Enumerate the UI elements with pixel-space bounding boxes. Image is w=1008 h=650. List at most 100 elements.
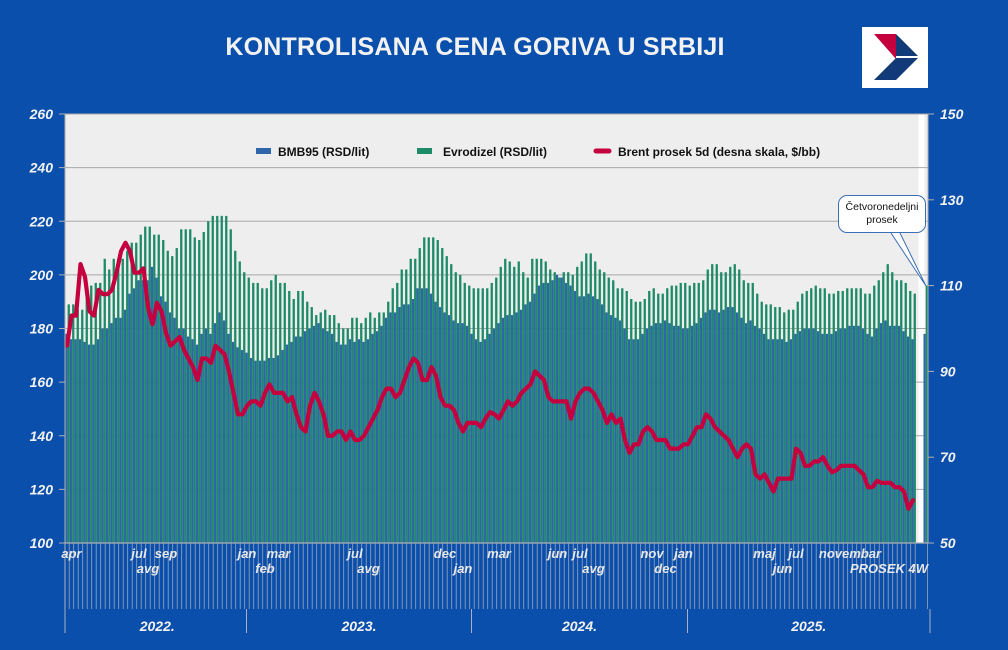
bmb95-bar — [695, 323, 698, 543]
diesel-bar — [661, 293, 664, 543]
diesel-bar — [580, 261, 583, 543]
diesel-bar — [135, 242, 138, 543]
bmb95-bar — [677, 325, 680, 543]
diesel-bar — [184, 229, 187, 543]
diesel-bar — [670, 285, 673, 543]
bmb95-bar — [605, 312, 608, 543]
diesel-bar — [868, 293, 871, 543]
bmb95-bar — [897, 325, 901, 543]
legend-diesel-label: Evrodizel (RSD/lit) — [443, 145, 547, 159]
diesel-bar — [400, 269, 403, 543]
bmb95-bar — [416, 288, 419, 543]
diesel-bar — [274, 274, 277, 543]
bmb95-bar — [218, 312, 221, 543]
bmb95-bar — [681, 328, 685, 543]
bmb95-bar — [321, 328, 325, 543]
diesel-bar — [562, 272, 565, 543]
diesel-bar — [423, 237, 426, 543]
bmb95-bar — [83, 341, 86, 543]
bmb95-bar — [173, 317, 176, 543]
bmb95-bar — [263, 360, 266, 543]
left-axis-label: 120 — [30, 481, 54, 497]
bmb95-bar — [839, 328, 842, 543]
bmb95-bar — [87, 344, 91, 543]
diesel-bar — [477, 288, 480, 543]
diesel-bar — [711, 264, 714, 543]
logo-icon — [862, 27, 928, 88]
month-label: nov — [640, 546, 664, 561]
bmb95-bar — [528, 301, 532, 543]
bmb95-bar — [596, 299, 599, 543]
diesel-bar — [427, 237, 430, 543]
diesel-bar — [387, 301, 390, 543]
diesel-bar — [855, 288, 858, 543]
diesel-bar — [648, 290, 651, 543]
bmb95-bar — [722, 309, 725, 543]
bmb95-bar — [884, 320, 887, 543]
diesel-bar — [796, 301, 799, 543]
diesel-bar — [81, 309, 84, 543]
bmb95-bar — [290, 341, 293, 543]
diesel-bar — [724, 272, 727, 543]
diesel-bar — [792, 309, 795, 543]
bmb95-bar — [285, 344, 289, 543]
bmb95-bar — [164, 301, 167, 543]
month-label: apr — [61, 546, 82, 561]
diesel-bar — [612, 280, 615, 543]
logo-navy-upper — [896, 34, 918, 56]
bmb95-bar — [578, 296, 581, 543]
bmb95-bar — [465, 325, 469, 543]
diesel-bar — [877, 280, 880, 543]
month-label: avg — [357, 561, 379, 576]
left-axis-label: 180 — [30, 321, 54, 337]
year-label: 2024. — [561, 618, 597, 634]
bmb95-bar — [731, 307, 734, 543]
diesel-bar — [454, 272, 457, 543]
diesel-bar — [94, 282, 97, 543]
month-label: mar — [487, 546, 512, 561]
diesel-bar — [319, 312, 322, 543]
bmb95-bar — [816, 331, 820, 543]
bmb95-bar — [294, 336, 298, 543]
diesel-bar — [886, 264, 889, 543]
bmb95-bar — [209, 333, 212, 543]
bmb95-bar — [879, 323, 883, 543]
diesel-bar — [409, 258, 412, 543]
bmb95-bar — [65, 333, 68, 543]
diesel-bar — [67, 304, 70, 543]
diesel-bar — [193, 237, 196, 543]
bmb95-bar — [699, 317, 703, 543]
bmb95-bar — [92, 344, 95, 543]
diesel-bar — [850, 288, 853, 543]
bmb95-bar — [524, 304, 527, 543]
bmb95-bar — [303, 331, 307, 543]
diesel-bar — [810, 288, 813, 543]
diesel-bar — [72, 304, 75, 543]
bmb95-bar — [155, 277, 158, 543]
diesel-bar — [783, 312, 786, 543]
bmb95-bar — [735, 312, 739, 543]
bmb95-bar — [393, 312, 397, 543]
bmb95-bar — [510, 315, 514, 543]
diesel-bar — [832, 293, 835, 543]
bmb95-bar — [771, 339, 775, 543]
diesel-bar — [522, 272, 525, 543]
bmb95-bar — [632, 339, 635, 543]
legend-bmb95-swatch — [256, 148, 271, 154]
bmb95-bar — [866, 333, 869, 543]
legend-brent-label: Brent prosek 5d (desna skala, $/bb) — [618, 145, 820, 159]
diesel-bar — [85, 296, 88, 543]
bmb95-bar — [659, 323, 662, 543]
diesel-bar — [544, 261, 547, 543]
diesel-bar — [373, 317, 376, 543]
diesel-bar — [756, 293, 759, 543]
logo-graphic — [874, 34, 918, 80]
diesel-bar — [747, 282, 750, 543]
bmb95-bar — [501, 317, 505, 543]
diesel-bar — [414, 258, 417, 543]
diesel-bar — [846, 288, 849, 543]
month-label: jul — [570, 546, 588, 561]
diesel-bar — [900, 280, 903, 543]
diesel-bar — [504, 258, 507, 543]
